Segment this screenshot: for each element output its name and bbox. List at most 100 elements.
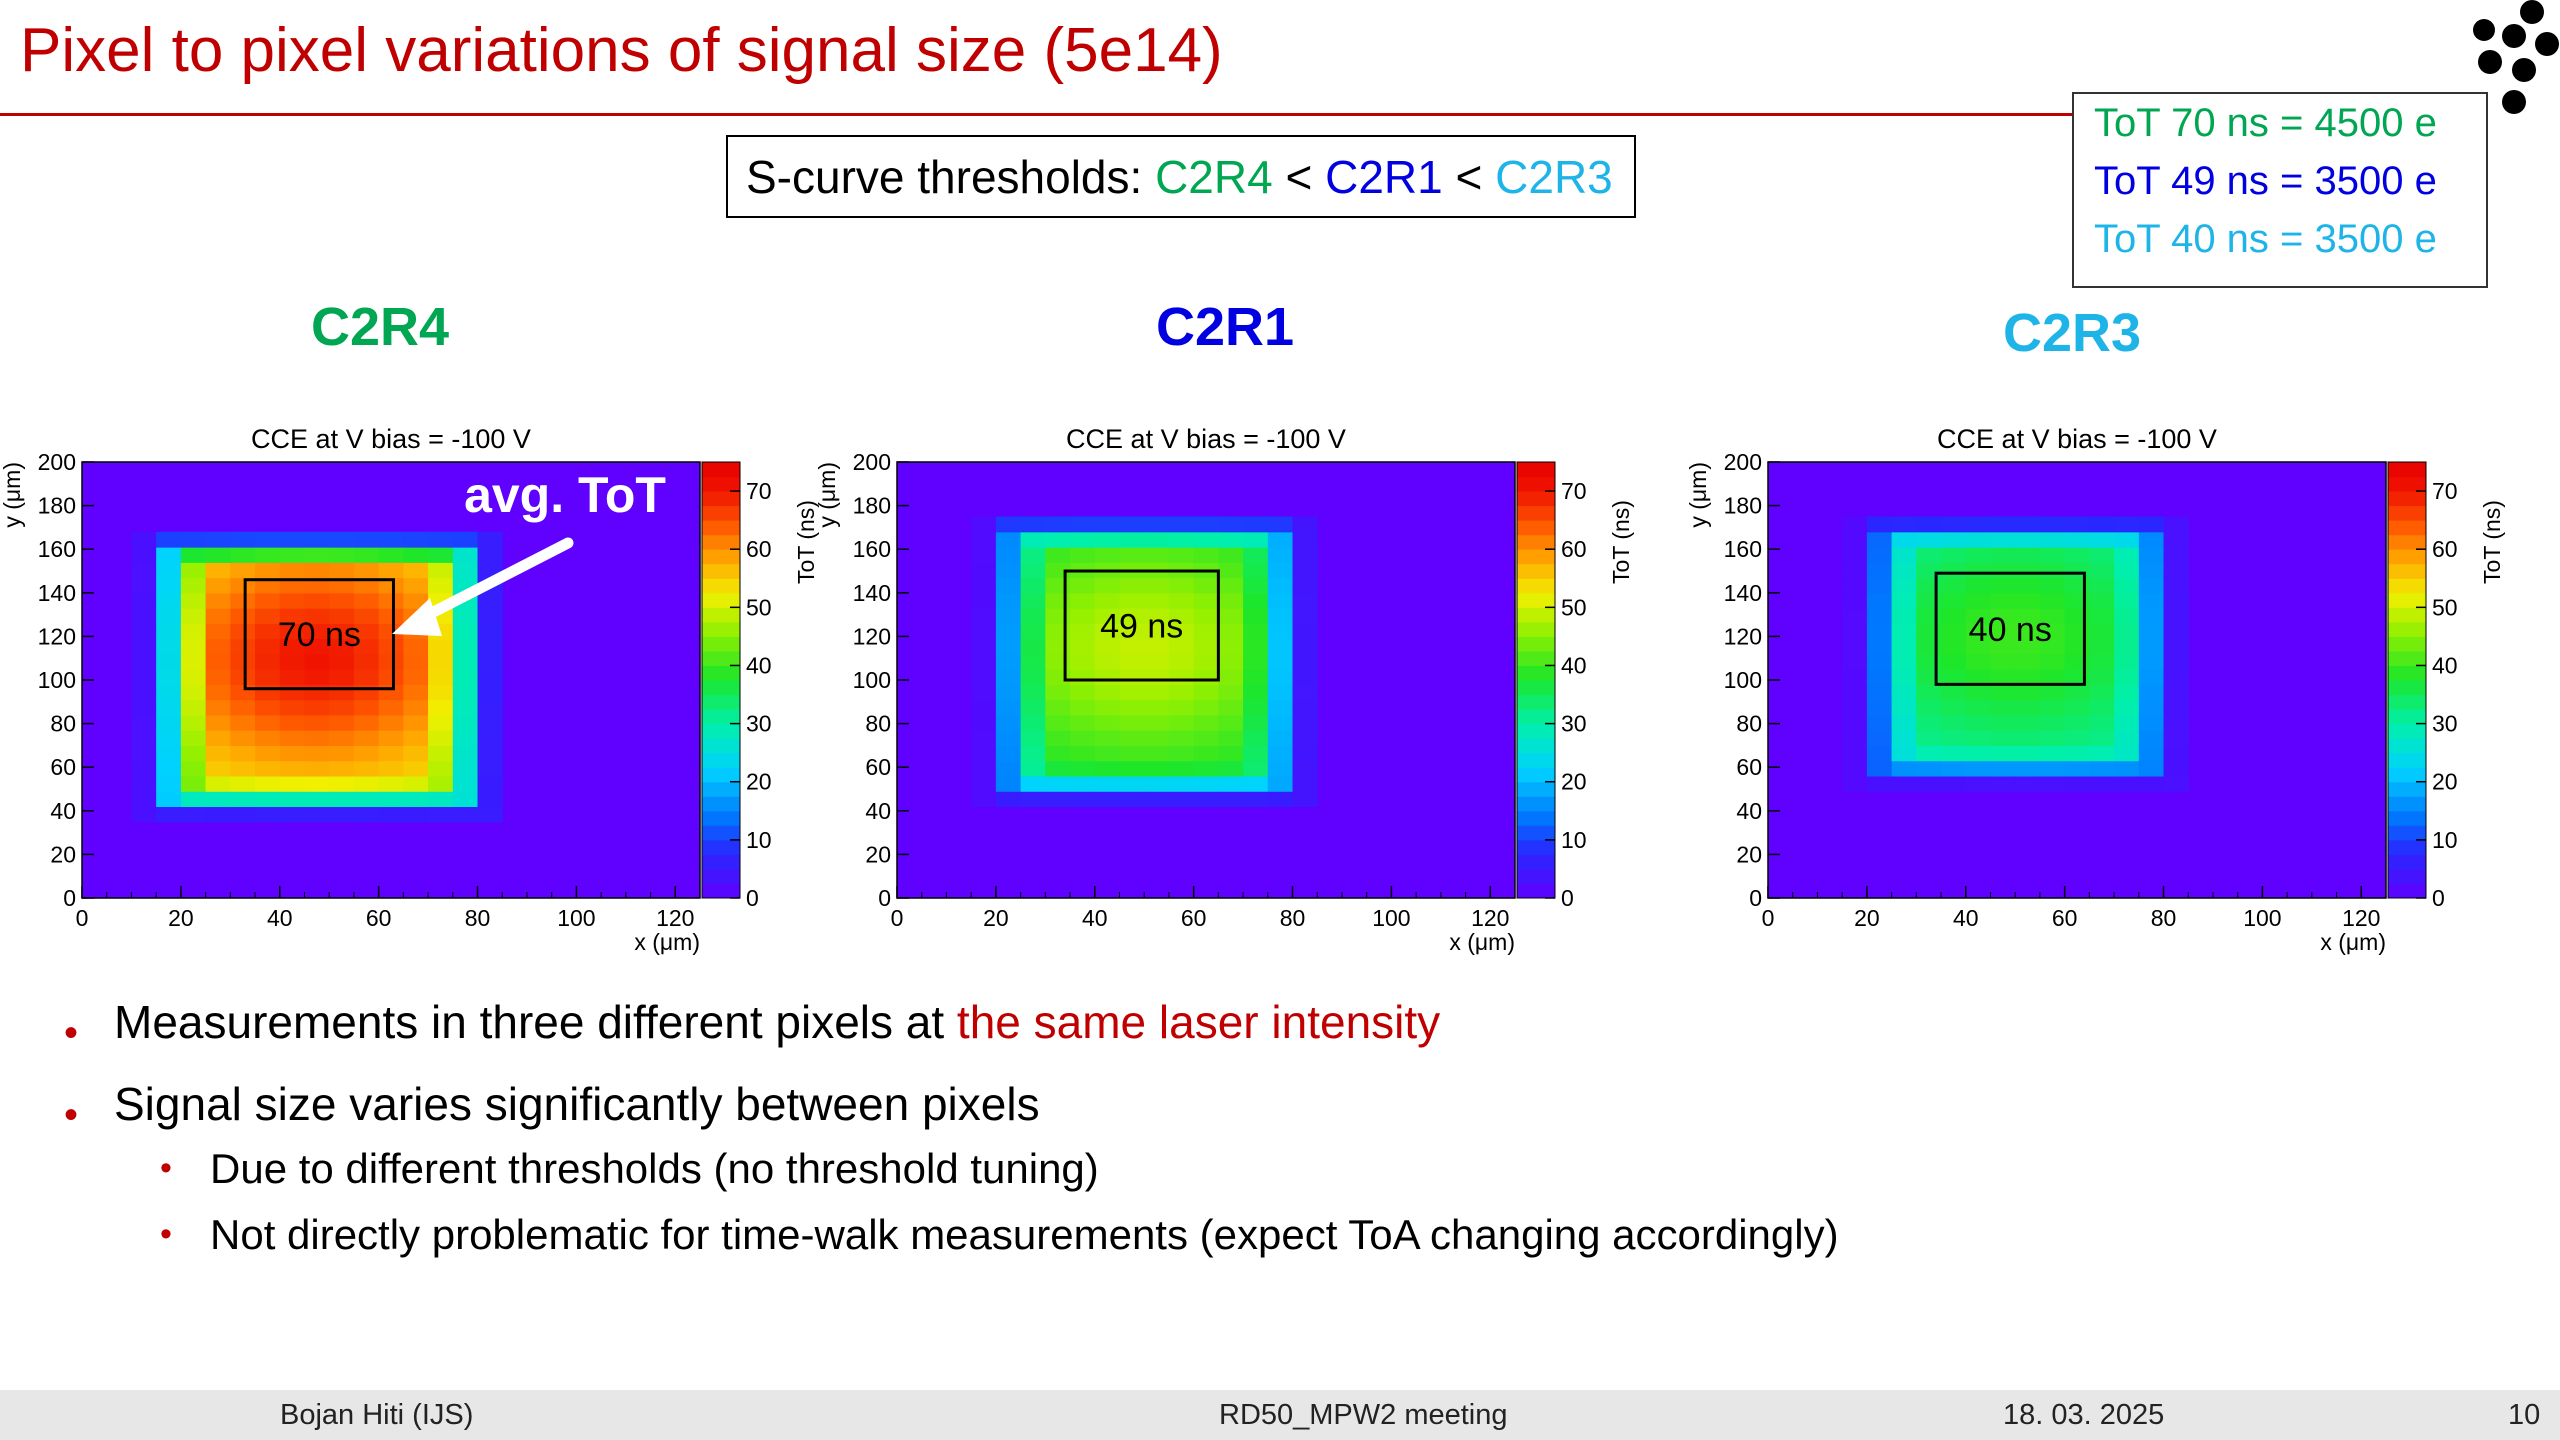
heatmap-cell bbox=[255, 714, 281, 731]
heatmap-cell bbox=[131, 562, 157, 579]
heatmap-cell bbox=[477, 730, 503, 746]
heatmap-cell bbox=[1144, 592, 1170, 609]
heatmap-cell bbox=[1267, 699, 1294, 716]
heatmap-cell bbox=[131, 669, 157, 685]
heatmap-cell bbox=[1070, 775, 1096, 792]
heatmap-cell bbox=[2064, 714, 2090, 731]
heatmap-cell bbox=[1144, 684, 1170, 701]
x-axis-label: x (μm) bbox=[634, 929, 700, 955]
heatmap-cell bbox=[1168, 730, 1195, 746]
heatmap-cell bbox=[1842, 547, 1868, 563]
y-tick-label: 80 bbox=[50, 711, 76, 737]
heatmap-cell bbox=[2089, 669, 2115, 685]
color-scale-step bbox=[1517, 607, 1555, 623]
heatmap-cell bbox=[329, 745, 355, 762]
heatmap-cell bbox=[279, 791, 306, 808]
color-scale-step bbox=[1517, 883, 1555, 899]
tot-legend-row-c2r3: ToT 40 ns = 3500 e bbox=[2094, 217, 2437, 261]
heatmap-cell bbox=[255, 791, 281, 808]
heatmap-cell bbox=[279, 714, 306, 731]
heatmap-cell bbox=[304, 623, 330, 640]
heatmap-cell bbox=[2114, 562, 2140, 579]
y-tick-label: 100 bbox=[1724, 667, 1762, 693]
heatmap-cell bbox=[1218, 669, 1244, 685]
heatmap-cell bbox=[353, 653, 380, 670]
color-scale-step bbox=[1517, 549, 1555, 565]
color-scale-step bbox=[2388, 781, 2426, 797]
y-tick-label: 100 bbox=[38, 667, 76, 693]
heatmap-cell bbox=[1916, 760, 1942, 777]
color-scale-step bbox=[2388, 694, 2426, 710]
color-scale bbox=[702, 462, 740, 899]
heatmap-cell bbox=[1020, 638, 1046, 655]
heatmap-cell bbox=[378, 562, 404, 579]
heatmap-cell bbox=[1292, 608, 1318, 624]
heatmap-cell bbox=[1119, 531, 1145, 548]
heatmap-cell bbox=[156, 714, 182, 731]
heatmap-cell bbox=[477, 547, 503, 563]
heatmap-cell bbox=[452, 531, 479, 548]
heatmap-cell bbox=[353, 531, 380, 548]
heatmap-cell bbox=[2138, 608, 2165, 624]
color-scale-step bbox=[702, 549, 740, 565]
heatmap-cell bbox=[1292, 577, 1318, 594]
bullet-list: • Measurements in three different pixels… bbox=[64, 995, 2064, 1295]
heatmap-cell bbox=[131, 608, 157, 624]
heatmap-cell bbox=[353, 775, 380, 792]
z-tick-label: 20 bbox=[2432, 769, 2458, 795]
color-scale-step bbox=[2388, 810, 2426, 826]
heatmap-cell bbox=[2138, 699, 2165, 716]
y-tick-label: 180 bbox=[853, 493, 891, 519]
heatmap-cell bbox=[2064, 745, 2090, 762]
heatmap-cell bbox=[1941, 653, 1967, 670]
heatmap-cell bbox=[1891, 577, 1917, 594]
heatmap-panel-c2r1: CCE at V bias = -100 V 49 ns 0 20 40 60 80 100 1… bbox=[814, 400, 1645, 970]
heatmap-cell bbox=[477, 608, 503, 624]
heatmap-cell bbox=[2114, 638, 2140, 655]
heatmap-cell bbox=[1292, 791, 1318, 808]
heatmap-cell bbox=[1866, 745, 1893, 762]
heatmap-cell bbox=[255, 775, 281, 792]
heatmap-cell bbox=[1243, 745, 1269, 762]
heatmap-cell bbox=[378, 775, 404, 792]
heatmap-cell bbox=[1094, 669, 1121, 685]
heatmap-cell bbox=[304, 791, 330, 808]
y-tick-label: 60 bbox=[50, 754, 76, 780]
heatmap-cell bbox=[1267, 760, 1294, 777]
heatmap-cell bbox=[1916, 592, 1942, 609]
heatmap-cell bbox=[1941, 699, 1967, 716]
bullet-marker: • bbox=[64, 1093, 79, 1137]
heatmap-cell bbox=[255, 623, 281, 640]
heatmap-cell bbox=[1218, 775, 1244, 792]
heatmap-cell bbox=[995, 623, 1022, 640]
heatmap-cell bbox=[1243, 547, 1269, 563]
heatmap-cell bbox=[1243, 608, 1269, 624]
heatmap-cell bbox=[1941, 623, 1967, 640]
y-tick-label: 160 bbox=[38, 536, 76, 562]
heatmap-cell bbox=[329, 608, 355, 624]
color-scale-step bbox=[2388, 767, 2426, 783]
heatmap-cell bbox=[205, 806, 231, 823]
heatmap-cell bbox=[1070, 714, 1096, 731]
heatmap-cell bbox=[2089, 623, 2115, 640]
heatmap-cell bbox=[230, 791, 256, 808]
heatmap-cell bbox=[1941, 760, 1967, 777]
heatmap-cell bbox=[1193, 791, 1219, 808]
heatmap-cell bbox=[1020, 669, 1046, 685]
color-scale-step bbox=[2388, 665, 2426, 681]
heatmap-cell bbox=[1990, 531, 2016, 548]
heatmap-cell bbox=[2163, 638, 2189, 655]
heatmap-cell bbox=[1094, 791, 1121, 808]
heatmap-cell bbox=[180, 592, 207, 609]
heatmap-cell bbox=[131, 730, 157, 746]
heatmap-cell bbox=[1292, 516, 1318, 533]
heatmap-cell bbox=[304, 577, 330, 594]
heatmap-cell bbox=[1193, 623, 1219, 640]
color-scale-frame bbox=[701, 461, 741, 899]
heatmap-cell bbox=[403, 653, 429, 670]
heatmap-cell bbox=[1020, 775, 1046, 792]
heatmap-cell bbox=[1045, 714, 1071, 731]
color-scale-step bbox=[2388, 592, 2426, 608]
threshold-order-box: S-curve thresholds: C2R4 < C2R1 < C2R3 bbox=[726, 135, 1636, 218]
color-scale-step bbox=[2388, 825, 2426, 841]
